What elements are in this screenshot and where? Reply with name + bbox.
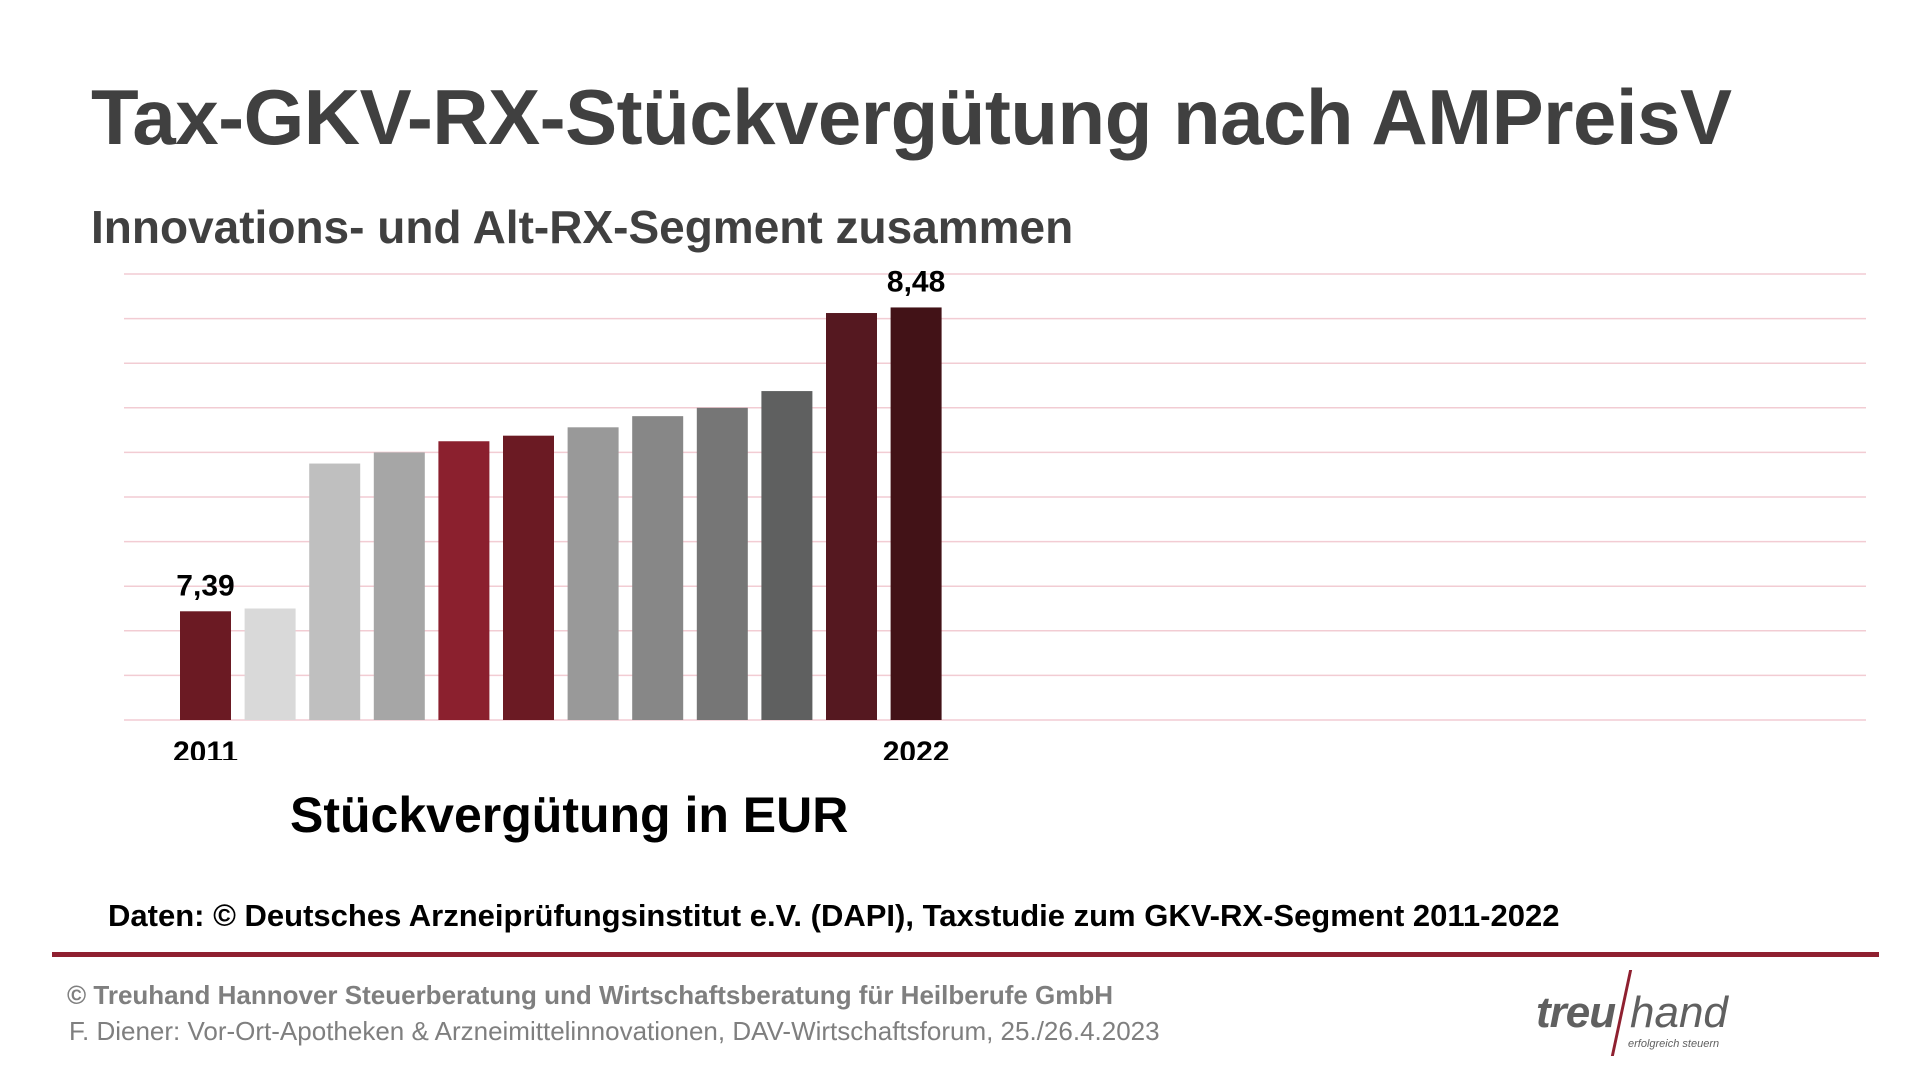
bar: [244, 608, 296, 720]
bar: [438, 441, 490, 720]
bar: [826, 313, 877, 720]
footer-divider: [52, 952, 1879, 957]
logo-text-hand: hand: [1630, 988, 1728, 1037]
bar: [373, 452, 425, 720]
bar: [761, 391, 813, 720]
x-axis-label: Stückvergütung in EUR: [290, 787, 849, 843]
page-subtitle: Innovations- und Alt-RX-Segment zusammen: [91, 201, 1074, 253]
x-tick-label: 2022: [883, 736, 950, 760]
bar: [632, 416, 684, 720]
bar: [567, 427, 619, 720]
copyright-text: © Treuhand Hannover Steuerberatung und W…: [67, 980, 1114, 1010]
bar-chart: 2011 2022 7,39 8,48: [124, 265, 1866, 760]
bar: [503, 435, 554, 720]
treuhand-logo: treu hand erfolgreich steuern: [1536, 970, 1736, 1056]
event-text: F. Diener: Vor-Ort-Apotheken & Arzneimit…: [69, 1016, 1160, 1046]
bar: [890, 307, 942, 720]
logo-tagline: erfolgreich steuern: [1628, 1038, 1720, 1050]
data-label: 7,39: [176, 569, 234, 602]
data-label: 8,48: [887, 265, 945, 298]
x-tick-label: 2011: [173, 736, 238, 760]
data-source-note: Daten: © Deutsches Arzneiprüfungsinstitu…: [108, 898, 1560, 933]
bar: [696, 407, 748, 720]
bar: [180, 611, 231, 720]
logo-text-treu: treu: [1536, 988, 1616, 1037]
page-title: Tax-GKV-RX-Stückvergütung nach AMPreisV: [91, 73, 1732, 161]
bar: [309, 463, 361, 720]
